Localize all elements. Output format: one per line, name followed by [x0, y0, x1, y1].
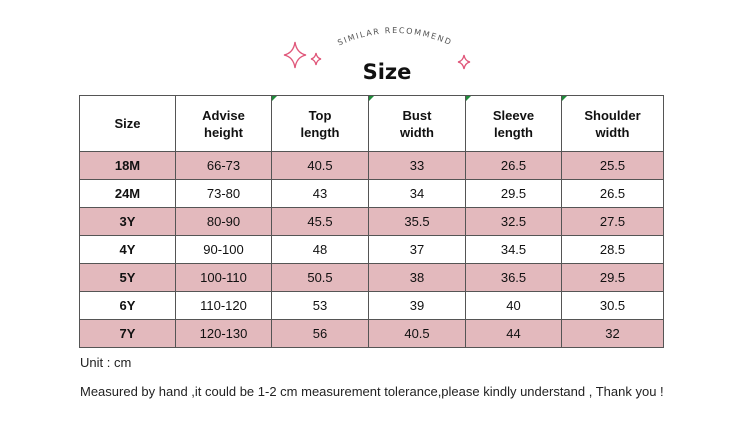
page-title: Size [362, 60, 412, 84]
table-cell: 24M [79, 179, 176, 208]
table-cell: 33 [368, 151, 466, 180]
table-row: 18M 66-73 40.5 33 26.5 25.5 [79, 151, 664, 180]
table-cell: 90-100 [175, 235, 272, 264]
sparkle-small-icon [310, 52, 322, 66]
table-cell: 3Y [79, 207, 176, 236]
table-cell: 26.5 [465, 151, 562, 180]
table-cell: 18M [79, 151, 176, 180]
table-cell: 29.5 [465, 179, 562, 208]
table-cell: 39 [368, 291, 466, 320]
table-cell: 37 [368, 235, 466, 264]
unit-note: Unit : cm [80, 355, 132, 370]
table-cell: 32 [561, 319, 664, 348]
table-cell: 7Y [79, 319, 176, 348]
table-cell: 120-130 [175, 319, 272, 348]
table-cell: 25.5 [561, 151, 664, 180]
column-header-shoulder-width: Shoulder width [561, 95, 664, 152]
table-cell: 5Y [79, 263, 176, 292]
table-cell: 30.5 [561, 291, 664, 320]
table-cell: 38 [368, 263, 466, 292]
table-cell: 110-120 [175, 291, 272, 320]
table-cell: 44 [465, 319, 562, 348]
table-cell: 45.5 [271, 207, 369, 236]
table-row: 3Y 80-90 45.5 35.5 32.5 27.5 [79, 207, 664, 236]
table-cell: 66-73 [175, 151, 272, 180]
cell-corner-mark [272, 96, 277, 101]
table-cell: 73-80 [175, 179, 272, 208]
table-row: 7Y 120-130 56 40.5 44 32 [79, 319, 664, 348]
table-row: 6Y 110-120 53 39 40 30.5 [79, 291, 664, 320]
cell-corner-mark [562, 96, 567, 101]
table-cell: 32.5 [465, 207, 562, 236]
subtitle-arc: SIMILAR RECOMMEND [336, 26, 453, 47]
table-cell: 56 [271, 319, 369, 348]
table-cell: 40.5 [271, 151, 369, 180]
column-header-size: Size [79, 95, 176, 152]
svg-text:SIMILAR RECOMMEND: SIMILAR RECOMMEND [336, 26, 453, 47]
table-cell: 28.5 [561, 235, 664, 264]
table-cell: 29.5 [561, 263, 664, 292]
table-cell: 50.5 [271, 263, 369, 292]
table-cell: 40.5 [368, 319, 466, 348]
table-cell: 34.5 [465, 235, 562, 264]
table-cell: 34 [368, 179, 466, 208]
table-header-row: Size Advise height Top length Bust width Sl… [79, 95, 664, 152]
table-row: 5Y 100-110 50.5 38 36.5 29.5 [79, 263, 664, 292]
table-cell: 27.5 [561, 207, 664, 236]
table-cell: 100-110 [175, 263, 272, 292]
column-header-top-length: Top length [271, 95, 369, 152]
table-cell: 48 [271, 235, 369, 264]
cell-corner-mark [369, 96, 374, 101]
column-header-advise-height: Advise height [175, 95, 272, 152]
table-cell: 6Y [79, 291, 176, 320]
table-cell: 4Y [79, 235, 176, 264]
table-row: 4Y 90-100 48 37 34.5 28.5 [79, 235, 664, 264]
measurement-disclaimer: Measured by hand ,it could be 1-2 cm mea… [80, 384, 664, 399]
table-row: 24M 73-80 43 34 29.5 26.5 [79, 179, 664, 208]
table-cell: 26.5 [561, 179, 664, 208]
table-cell: 43 [271, 179, 369, 208]
column-header-bust-width: Bust width [368, 95, 466, 152]
column-header-sleeve-length: Sleeve length [465, 95, 562, 152]
subtitle-text: SIMILAR RECOMMEND [336, 26, 452, 47]
table-cell: 36.5 [465, 263, 562, 292]
table-cell: 53 [271, 291, 369, 320]
table-cell: 35.5 [368, 207, 466, 236]
sparkle-right-icon [457, 54, 471, 70]
table-cell: 40 [465, 291, 562, 320]
table-cell: 80-90 [175, 207, 272, 236]
cell-corner-mark [466, 96, 471, 101]
size-chart-table: Size Advise height Top length Bust width Sl… [79, 95, 664, 348]
sparkle-large-icon [283, 41, 307, 69]
